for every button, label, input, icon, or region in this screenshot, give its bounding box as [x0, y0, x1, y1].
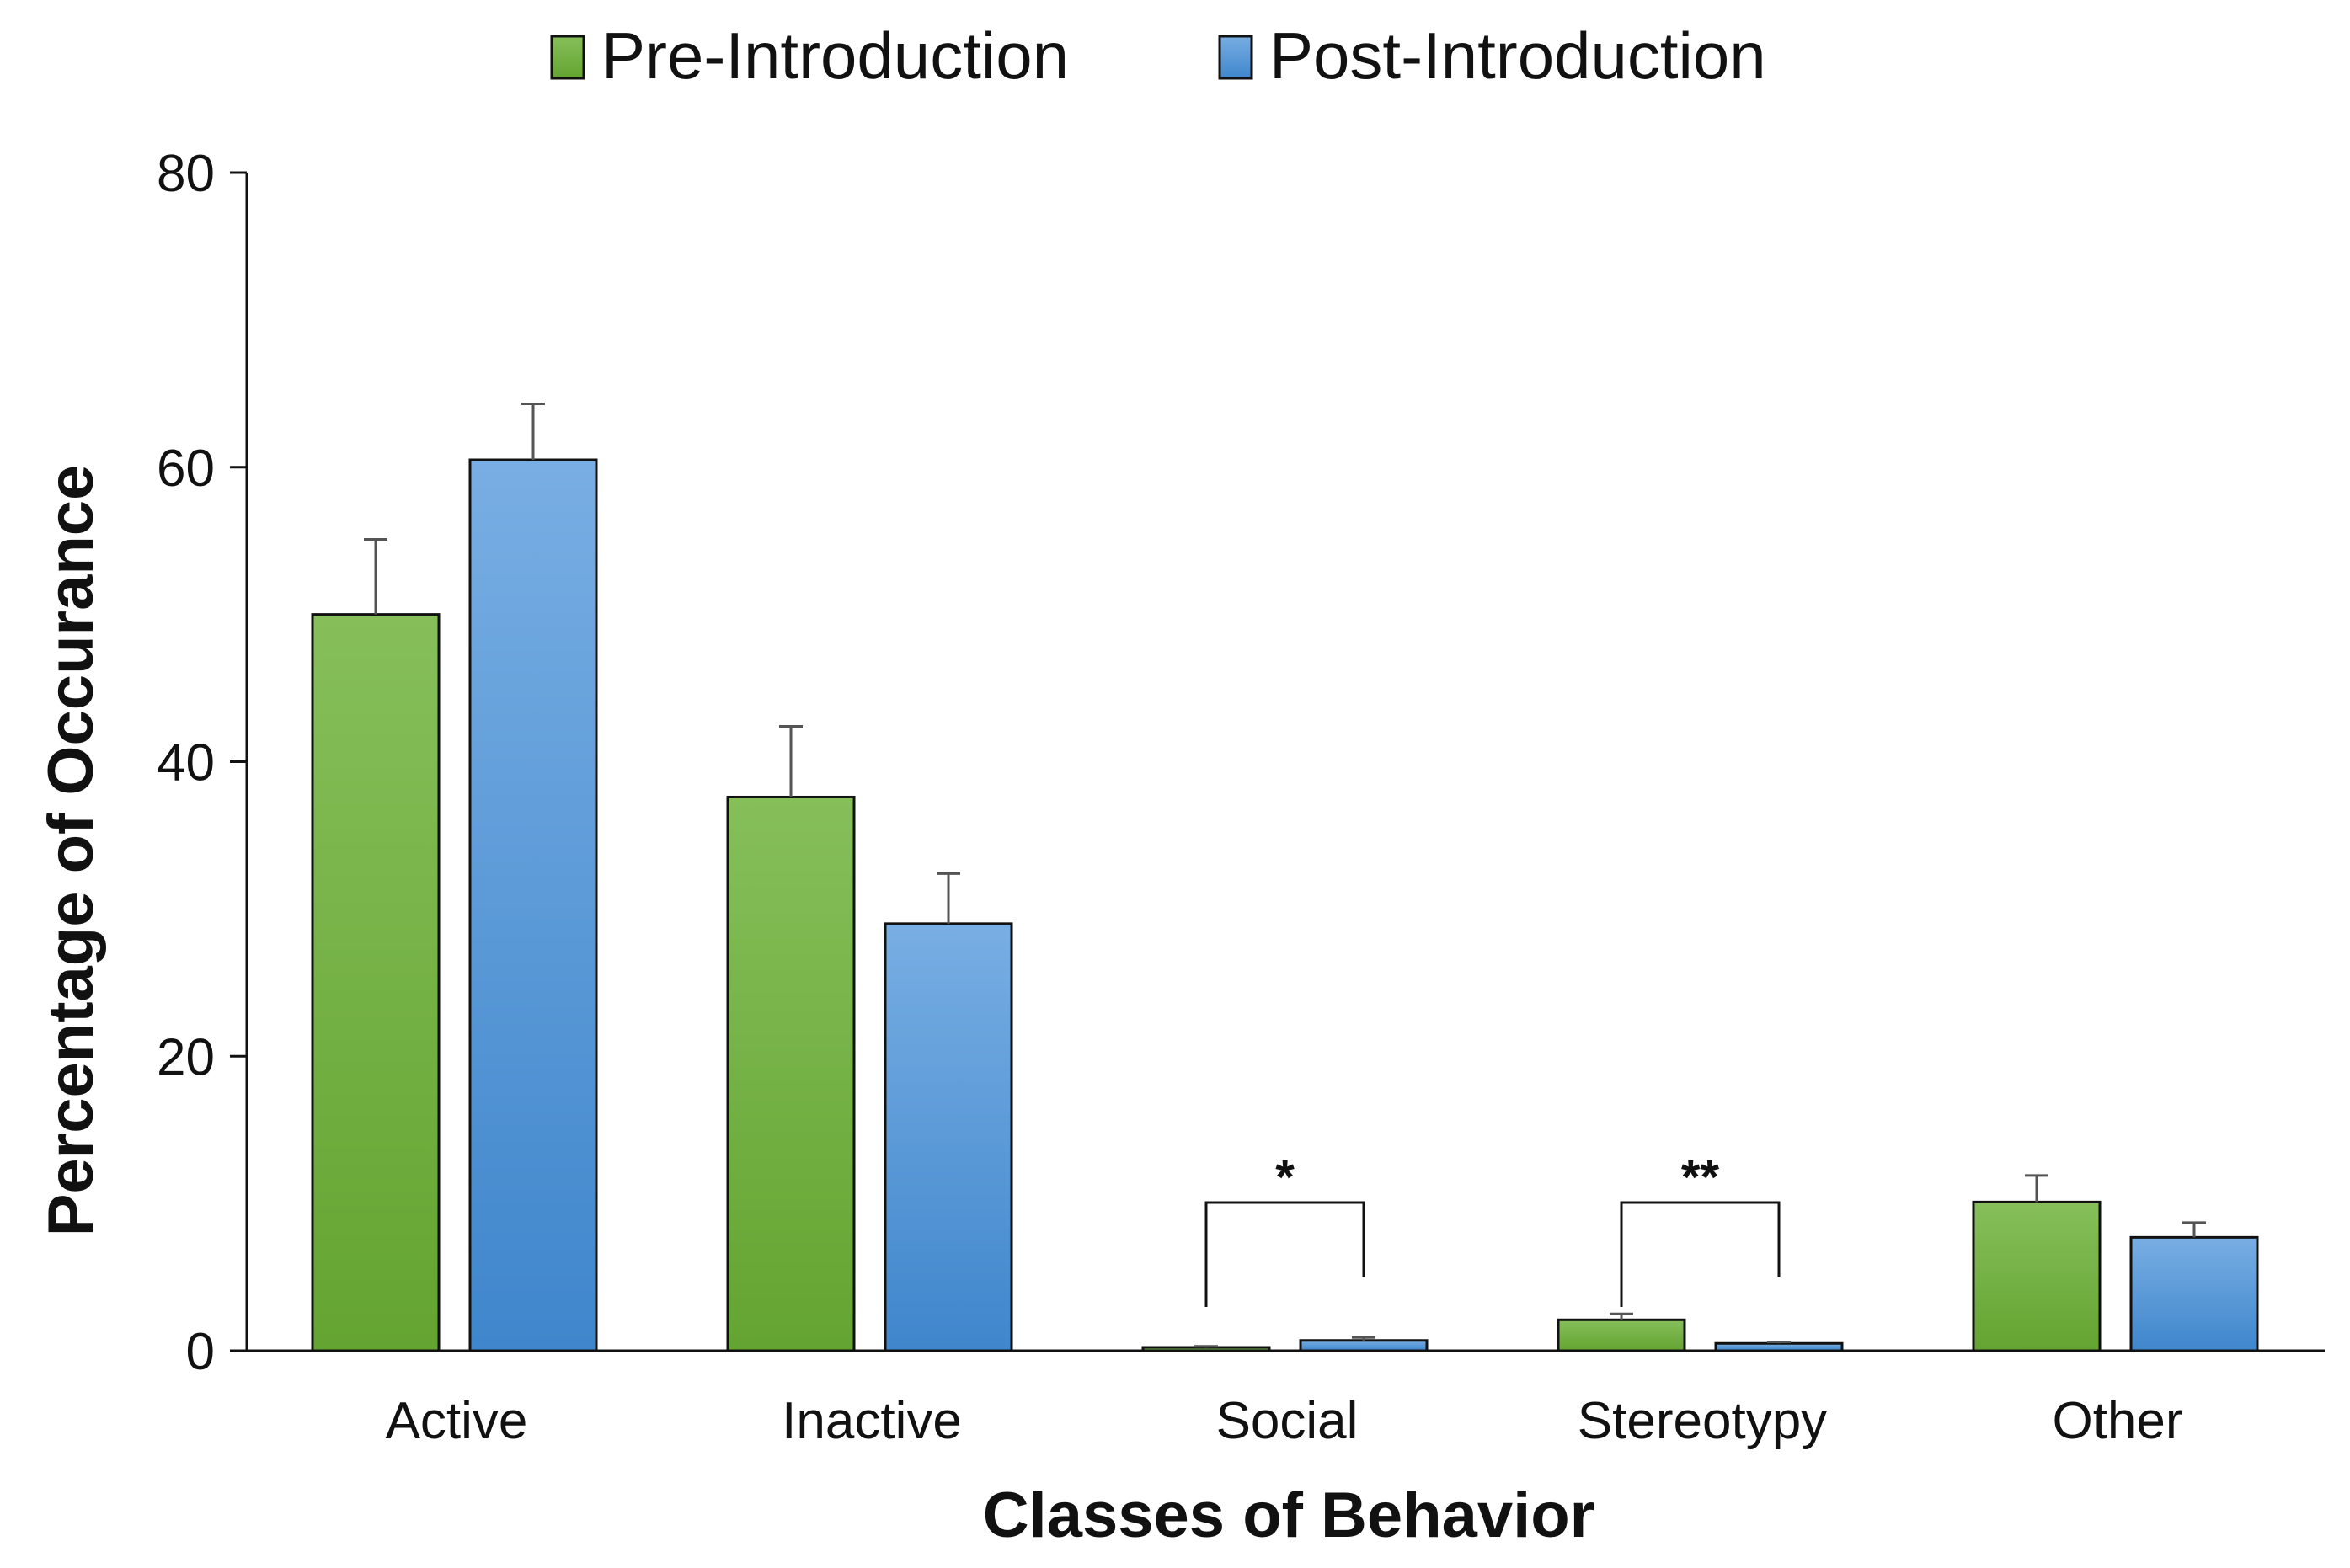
- bar-pre-introduction-social: [1141, 1346, 1271, 1352]
- legend-label-pre-introduction: Pre-Introduction: [601, 19, 1069, 93]
- bar-pre-introduction-active: [311, 613, 441, 1352]
- x-tick-label-inactive: Inactive: [782, 1392, 962, 1450]
- bar-post-introduction-other: [2129, 1235, 2259, 1352]
- bar-post-introduction-stereotypy: [1714, 1341, 1844, 1352]
- y-tick-label-80: 80: [157, 145, 215, 203]
- x-tick-label-other: Other: [2052, 1392, 2182, 1450]
- x-tick-label-stereotypy: Stereotypy: [1578, 1392, 1827, 1450]
- y-tick-label-40: 40: [157, 734, 215, 792]
- legend: Pre-Introduction Post-Introduction: [550, 19, 1766, 93]
- x-tick-label-active: Active: [386, 1392, 528, 1450]
- y-tick-label-0: 0: [186, 1323, 215, 1381]
- y-axis: 0 20 40 60 80: [157, 145, 248, 1381]
- x-axis-title: Classes of Behavior: [983, 1480, 1595, 1551]
- x-axis: Active Inactive Social Stereotypy Other: [247, 1349, 2325, 1450]
- legend-swatch-pre-introduction: [550, 35, 585, 80]
- x-tick-label-social: Social: [1216, 1392, 1359, 1450]
- legend-label-post-introduction: Post-Introduction: [1269, 19, 1766, 93]
- significance-label-stereotypy: **: [1681, 1150, 1720, 1205]
- y-tick-label-20: 20: [157, 1028, 215, 1086]
- bar-pre-introduction-stereotypy: [1557, 1318, 1686, 1352]
- plot-area: * **: [311, 403, 2259, 1352]
- bar-post-introduction-inactive: [884, 922, 1013, 1352]
- significance-bracket-social: [1204, 1201, 1365, 1307]
- legend-swatch-post-introduction: [1218, 35, 1253, 80]
- bar-post-introduction-active: [468, 458, 598, 1352]
- bar-pre-introduction-other: [1972, 1200, 2102, 1352]
- y-axis-title: Percentage of Occurance: [35, 465, 107, 1237]
- significance-label-social: *: [1275, 1150, 1295, 1205]
- significance-bracket-stereotypy: [1620, 1201, 1781, 1307]
- bar-post-introduction-social: [1299, 1339, 1429, 1352]
- y-tick-label-60: 60: [157, 440, 215, 498]
- bar-pre-introduction-inactive: [726, 795, 856, 1352]
